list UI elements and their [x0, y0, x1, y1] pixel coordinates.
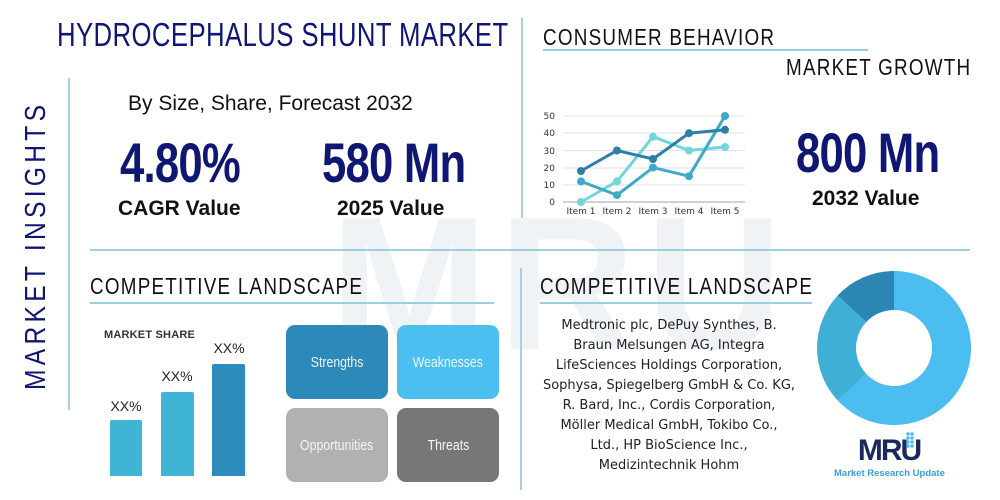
mru-logo-mark: MRU: [834, 432, 944, 466]
competitive-landscape-right-title: COMPETITIVE LANDSCAPE: [540, 273, 814, 299]
market-share-label: MARKET SHARE: [104, 329, 196, 341]
side-label-text: MARKET INSIGHTS: [20, 100, 52, 390]
svg-text:Item 3: Item 3: [638, 207, 667, 217]
swot-strengths-label: Strengths: [310, 353, 364, 371]
cagr-value: 4.80%: [120, 131, 241, 194]
bar-2-label: XX%: [161, 368, 193, 384]
swot-opportunities: Opportunities: [286, 408, 388, 482]
value-2025: 580 Mn: [322, 131, 466, 194]
company-line: Ltd., HP BioScience Inc.,: [590, 438, 748, 453]
market-share-bar-3: [212, 364, 245, 476]
company-line: Sophysa, Spiegelberg GmbH & Co. KG,: [542, 378, 796, 393]
market-share-bar-2: [161, 392, 194, 476]
swot-opportunities-label: Opportunities: [300, 436, 374, 454]
market-share-bar-1: [110, 420, 142, 476]
side-label: MARKET INSIGHTS: [20, 90, 60, 390]
company-line: LifeSciences Holdings Corporation,: [555, 358, 783, 373]
svg-text:20: 20: [544, 164, 556, 174]
donut-segment-b: [817, 295, 867, 401]
donut-segment-a: [837, 271, 972, 425]
market-growth-title: MARKET GROWTH: [786, 54, 972, 80]
svg-text:Item 2: Item 2: [602, 207, 631, 217]
svg-text:Item 5: Item 5: [710, 207, 739, 217]
svg-text:10: 10: [544, 181, 556, 191]
mru-logo-name: Market Research Update: [834, 468, 945, 479]
swot-weaknesses: Weaknesses: [397, 325, 499, 399]
divider-bottom-middle: [520, 268, 522, 490]
subtitle: By Size, Share, Forecast 2032: [128, 92, 413, 115]
swot-weaknesses-label: Weaknesses: [412, 353, 484, 371]
company-line: Medtronic plc, DePuy Synthes, B.: [561, 318, 777, 333]
competitive-landscape-right-underline: [540, 302, 812, 304]
divider-left: [68, 78, 70, 410]
bar-1-label: XX%: [110, 398, 142, 414]
consumer-behavior-underline: [543, 49, 868, 51]
competitive-landscape-left-underline: [90, 302, 494, 304]
divider-horizontal: [90, 249, 970, 251]
page-title: HYDROCEPHALUS SHUNT MARKET: [57, 16, 636, 54]
svg-text:0: 0: [549, 198, 555, 208]
svg-text:50: 50: [544, 112, 556, 122]
svg-text:40: 40: [544, 129, 556, 139]
svg-text:Item 4: Item 4: [674, 207, 703, 217]
y-axis-ticks: 50 40 30 20 10 0: [544, 112, 556, 208]
swot-strengths: Strengths: [286, 325, 388, 399]
swot-threats-label: Threats: [427, 436, 469, 454]
bar-3-label: XX%: [213, 340, 245, 356]
swot-threats: Threats: [397, 408, 499, 482]
x-axis-ticks: Item 1 Item 2 Item 3 Item 4 Item 5: [566, 207, 739, 217]
svg-text:Item 1: Item 1: [566, 207, 595, 217]
value-2032-label: 2032 Value: [812, 187, 920, 210]
logo-dots-icon: [906, 432, 914, 448]
company-line: R. Bard, Inc., Cordis Corporation,: [562, 398, 776, 413]
cagr-label: CAGR Value: [118, 197, 241, 220]
donut-chart: [817, 271, 972, 425]
company-list: Medtronic plc, DePuy Synthes, B. Braun M…: [538, 316, 800, 476]
company-line: Möller Medical GmbH, Tokibo Co.,: [560, 418, 778, 433]
svg-text:30: 30: [544, 147, 556, 157]
donut-segment-c: [837, 271, 894, 323]
competitive-landscape-left-title: COMPETITIVE LANDSCAPE: [90, 273, 364, 299]
value-2025-label: 2025 Value: [337, 197, 445, 220]
consumer-behavior-line-chart: 50 40 30 20 10 0 Item 1 Item 2 Item 3 It…: [544, 112, 745, 217]
consumer-behavior-title: CONSUMER BEHAVIOR: [543, 24, 776, 50]
value-2032: 800 Mn: [796, 121, 940, 184]
mru-logo: MRU Market Research Update: [834, 432, 945, 479]
company-line: Braun Melsungen AG, Integra: [573, 338, 765, 353]
divider-top-middle: [521, 18, 523, 218]
company-line: Medizintechnik Hohm: [598, 458, 740, 473]
page-title-text: HYDROCEPHALUS SHUNT MARKET: [57, 16, 509, 53]
